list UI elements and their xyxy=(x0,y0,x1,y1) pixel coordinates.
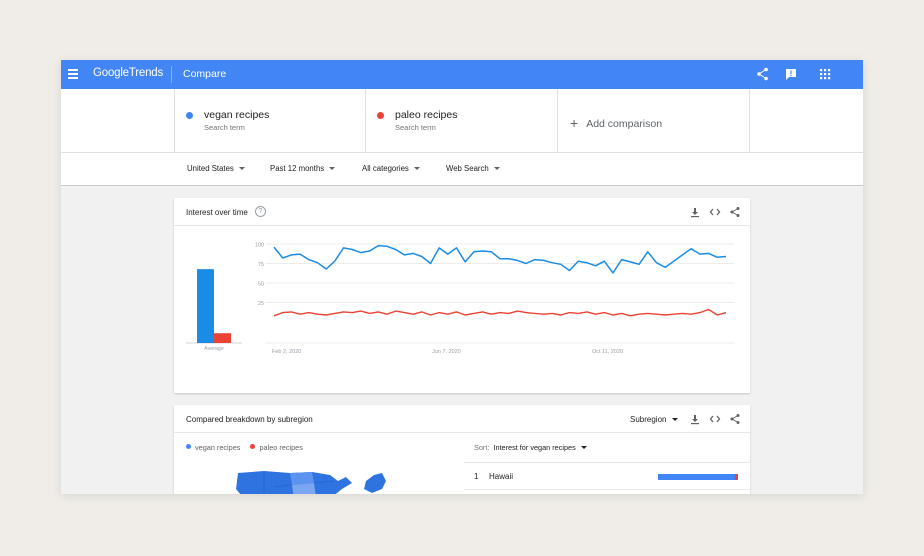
card-title: Interest over time xyxy=(186,208,248,217)
download-icon[interactable] xyxy=(689,413,701,425)
y-tick-label: 75 xyxy=(258,262,264,268)
term-color-dot xyxy=(186,112,193,119)
logo-trends: Trends xyxy=(128,67,164,79)
subregion-select[interactable]: Subregion xyxy=(630,415,679,424)
interest-chart: 100 75 50 25 Average Feb 2, 2020 Jun 7, 2020 Oc… xyxy=(186,243,734,355)
category-filter-label: All categories xyxy=(362,164,409,173)
subregion-select-label: Subregion xyxy=(630,415,667,424)
term-name: paleo recipes xyxy=(395,109,458,121)
vegan-share-bar xyxy=(658,474,735,480)
average-bar xyxy=(197,269,214,343)
series-line-paleo xyxy=(273,308,727,317)
row-rank: 1 xyxy=(474,472,479,481)
chevron-down-icon xyxy=(672,418,679,421)
property-filter-label: Web Search xyxy=(446,164,489,173)
embed-code-icon[interactable] xyxy=(709,413,721,425)
term-type: Search term xyxy=(204,123,245,132)
legend-label: vegan recipes xyxy=(195,443,241,452)
logo-google: Google xyxy=(93,67,129,79)
breakdown-by-subregion-card: Compared breakdown by subregion Subregio… xyxy=(174,405,750,494)
embed-code-icon[interactable] xyxy=(709,206,721,218)
legend-item-paleo: paleo recipes xyxy=(250,443,303,452)
google-trends-logo[interactable]: GoogleTrends xyxy=(93,67,163,79)
menu-icon[interactable] xyxy=(68,69,78,79)
x-tick-label: Jun 7, 2020 xyxy=(432,349,461,355)
page-title: Compare xyxy=(183,68,227,80)
property-filter[interactable]: Web Search xyxy=(446,164,500,173)
chevron-down-icon xyxy=(329,167,336,170)
legend-dot xyxy=(186,444,191,449)
average-bar xyxy=(214,333,231,343)
app-header: GoogleTrends Compare xyxy=(61,60,863,89)
add-comparison: + Add comparison xyxy=(570,114,663,131)
add-comparison-label: Add comparison xyxy=(586,118,663,130)
search-term-paleo[interactable]: paleo recipes Search term xyxy=(366,89,558,153)
help-icon[interactable]: ? xyxy=(255,206,266,217)
term-type: Search term xyxy=(395,123,436,132)
paleo-share-bar xyxy=(734,474,738,480)
chevron-down-icon xyxy=(580,446,587,449)
us-map[interactable] xyxy=(234,467,394,494)
legend-label: paleo recipes xyxy=(259,443,303,452)
plus-icon: + xyxy=(570,115,579,131)
legend-dot xyxy=(250,444,256,449)
feedback-icon[interactable] xyxy=(783,66,799,82)
y-tick-label: 100 xyxy=(255,243,264,249)
term-name: vegan recipes xyxy=(204,109,270,121)
chevron-down-icon xyxy=(493,167,500,170)
interest-bar xyxy=(658,474,738,480)
chevron-down-icon xyxy=(413,167,420,170)
map-legend: vegan recipes paleo recipes xyxy=(186,443,311,452)
add-comparison-button[interactable]: + Add comparison xyxy=(558,89,750,153)
x-tick-label: Oct 11, 2020 xyxy=(592,349,623,355)
card-header: Compared breakdown by subregion Subregio… xyxy=(174,405,750,433)
average-label: Average xyxy=(204,346,224,352)
card-title: Compared breakdown by subregion xyxy=(186,415,313,424)
app-frame: GoogleTrends Compare vegan recipes Searc… xyxy=(61,60,863,494)
sort-value: Interest for vegan recipes xyxy=(493,443,576,452)
term-color-dot xyxy=(377,112,384,119)
share-icon[interactable] xyxy=(755,66,771,82)
sort-select[interactable]: Sort: Interest for vegan recipes xyxy=(474,443,587,452)
search-term-vegan[interactable]: vegan recipes Search term xyxy=(174,89,366,153)
filters-bar: United States Past 12 months All categor… xyxy=(61,153,863,186)
sort-label: Sort: xyxy=(474,443,490,452)
share-icon[interactable] xyxy=(729,413,741,425)
comparison-terms-row: vegan recipes Search term paleo recipes … xyxy=(61,89,863,153)
category-filter[interactable]: All categories xyxy=(362,164,420,173)
chevron-down-icon xyxy=(238,167,245,170)
time-filter-label: Past 12 months xyxy=(270,164,325,173)
legend-item-vegan: vegan recipes xyxy=(186,443,240,452)
interest-over-time-card: Interest over time ? 100 75 50 25 Average Feb… xyxy=(174,198,750,393)
table-row[interactable]: 1 Hawaii xyxy=(464,462,750,490)
main-content: Interest over time ? 100 75 50 25 Average Feb… xyxy=(61,187,863,494)
card-header: Interest over time ? xyxy=(174,198,750,226)
download-icon[interactable] xyxy=(689,206,701,218)
share-icon[interactable] xyxy=(729,206,741,218)
geo-filter[interactable]: United States xyxy=(187,164,245,173)
header-divider xyxy=(171,66,172,83)
time-filter[interactable]: Past 12 months xyxy=(270,164,336,173)
y-tick-label: 25 xyxy=(258,301,264,307)
x-tick-label: Feb 2, 2020 xyxy=(272,349,301,355)
y-tick-label: 50 xyxy=(258,282,264,288)
apps-grid-icon[interactable] xyxy=(817,66,833,82)
series-line-vegan xyxy=(273,244,727,274)
row-region-name: Hawaii xyxy=(489,472,514,481)
geo-filter-label: United States xyxy=(187,164,234,173)
